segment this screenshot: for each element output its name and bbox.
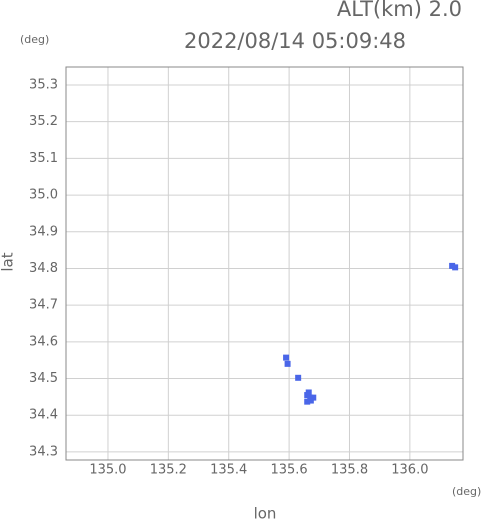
y-tick-label: 34.9: [29, 224, 58, 239]
x-tick-label: 135.4: [210, 463, 247, 478]
y-tick-label: 34.5: [29, 371, 58, 386]
x-tick-label: 135.8: [331, 463, 368, 478]
x-tick-label: 136.0: [391, 463, 428, 478]
y-axis-label: lat: [0, 252, 17, 271]
y-unit: (deg): [20, 33, 49, 46]
y-tick-label: 34.8: [29, 261, 58, 276]
y-tick-label: 35.1: [29, 151, 58, 166]
y-tick-label: 35.2: [29, 114, 58, 129]
echo-point: [452, 264, 459, 271]
echo-point: [305, 389, 312, 396]
x-unit: (deg): [452, 485, 481, 498]
echo-point: [304, 398, 311, 405]
x-tick-label: 135.2: [150, 463, 187, 478]
chart-title: 2022/08/14 05:09:48: [184, 29, 406, 53]
y-tick-label: 34.6: [29, 334, 58, 349]
x-tick-label: 135.0: [89, 463, 126, 478]
echo-point: [284, 360, 291, 367]
y-tick-label: 34.4: [29, 408, 58, 423]
y-tick-label: 34.3: [29, 444, 58, 459]
y-tick-label: 34.7: [29, 298, 58, 313]
echo-point: [295, 374, 302, 381]
plot-frame: [65, 66, 464, 461]
x-axis-label: lon: [254, 505, 277, 521]
chart-subtitle: ALT(km) 2.0: [337, 0, 462, 21]
echo-point: [283, 354, 290, 361]
x-tick-label: 135.6: [270, 463, 307, 478]
y-tick-label: 35.3: [29, 77, 58, 92]
y-tick-label: 35.0: [29, 188, 58, 203]
echo-point: [449, 262, 456, 269]
echo-point: [307, 397, 314, 404]
